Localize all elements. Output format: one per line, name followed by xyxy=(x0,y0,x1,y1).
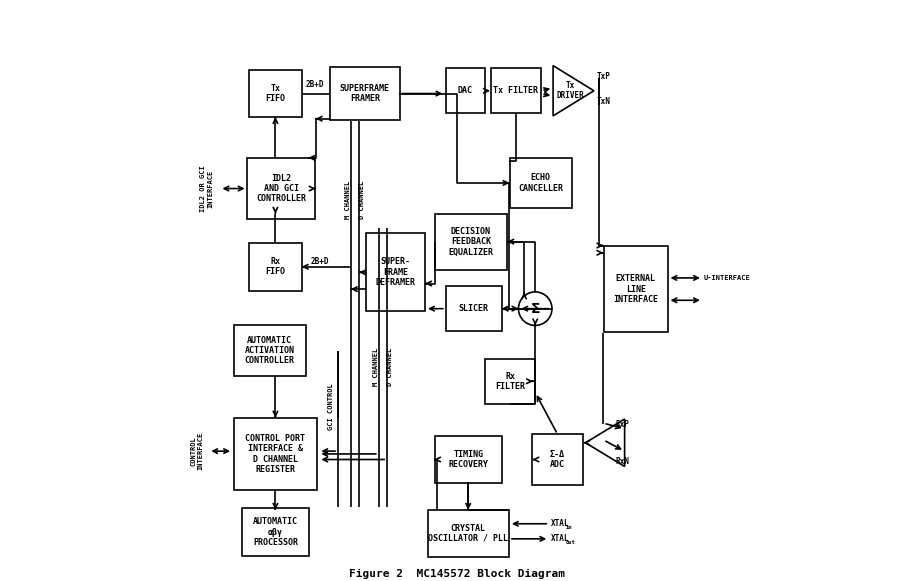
Text: Σ: Σ xyxy=(530,302,540,315)
Circle shape xyxy=(518,292,552,325)
FancyBboxPatch shape xyxy=(249,70,302,117)
Text: D CHANNEL: D CHANNEL xyxy=(387,348,393,386)
Text: IDL2
AND GCI
CONTROLLER: IDL2 AND GCI CONTROLLER xyxy=(256,174,306,203)
Text: SUPER-
FRAME
DEFRAMER: SUPER- FRAME DEFRAMER xyxy=(376,257,416,287)
Text: RxN: RxN xyxy=(615,457,629,466)
Text: TxP: TxP xyxy=(597,72,611,81)
Text: IDL2 OR GCI
INTERFACE: IDL2 OR GCI INTERFACE xyxy=(200,165,213,212)
Text: Figure 2  MC145572 Block Diagram: Figure 2 MC145572 Block Diagram xyxy=(349,569,565,579)
FancyBboxPatch shape xyxy=(248,158,314,219)
Text: out: out xyxy=(566,540,576,545)
Text: 2B+D: 2B+D xyxy=(311,257,329,266)
Text: AUTOMATIC
αβγ
PROCESSOR: AUTOMATIC αβγ PROCESSOR xyxy=(253,517,298,547)
FancyBboxPatch shape xyxy=(485,359,536,404)
Text: TxN: TxN xyxy=(597,98,611,106)
FancyBboxPatch shape xyxy=(435,436,502,483)
FancyBboxPatch shape xyxy=(510,158,571,208)
FancyBboxPatch shape xyxy=(603,246,668,332)
Text: Tx FILTER: Tx FILTER xyxy=(494,86,538,95)
Text: CRYSTAL
OSCILLATOR / PLL: CRYSTAL OSCILLATOR / PLL xyxy=(428,523,508,543)
Text: M CHANNEL: M CHANNEL xyxy=(373,348,379,386)
Text: M CHANNEL: M CHANNEL xyxy=(345,181,351,219)
FancyBboxPatch shape xyxy=(446,286,502,331)
FancyBboxPatch shape xyxy=(249,243,302,290)
Text: Tx
DRIVER: Tx DRIVER xyxy=(557,81,585,101)
FancyBboxPatch shape xyxy=(533,435,583,485)
Text: SUPERFRAME
FRAMER: SUPERFRAME FRAMER xyxy=(340,84,389,103)
Text: XTAL: XTAL xyxy=(551,535,569,543)
Text: DECISION
FEEDBACK
EQUALIZER: DECISION FEEDBACK EQUALIZER xyxy=(449,227,494,257)
Text: U-INTERFACE: U-INTERFACE xyxy=(704,275,750,281)
Text: Σ-Δ
ADC: Σ-Δ ADC xyxy=(550,450,565,469)
Text: XTAL: XTAL xyxy=(551,519,569,528)
Text: ECHO
CANCELLER: ECHO CANCELLER xyxy=(518,173,563,193)
Text: CONTROL
INTERFACE: CONTROL INTERFACE xyxy=(191,432,204,470)
Text: in: in xyxy=(566,525,572,530)
Text: AUTOMATIC
ACTIVATION
CONTROLLER: AUTOMATIC ACTIVATION CONTROLLER xyxy=(245,336,295,365)
Text: CONTROL PORT
INTERFACE &
D CHANNEL
REGISTER: CONTROL PORT INTERFACE & D CHANNEL REGIS… xyxy=(246,434,305,474)
FancyBboxPatch shape xyxy=(435,214,507,270)
FancyBboxPatch shape xyxy=(428,510,509,557)
FancyBboxPatch shape xyxy=(233,418,317,490)
Text: Tx
FIFO: Tx FIFO xyxy=(265,84,285,103)
Text: Rx
FILTER: Rx FILTER xyxy=(495,372,525,391)
FancyBboxPatch shape xyxy=(233,325,306,376)
Polygon shape xyxy=(586,419,624,467)
Text: 2B+D: 2B+D xyxy=(305,80,324,89)
Text: GCI CONTROL: GCI CONTROL xyxy=(328,383,335,430)
FancyBboxPatch shape xyxy=(491,69,541,113)
Polygon shape xyxy=(553,66,594,116)
Text: RxP: RxP xyxy=(615,420,629,429)
FancyBboxPatch shape xyxy=(446,69,485,113)
Text: DAC: DAC xyxy=(458,86,473,95)
Text: D CHANNEL: D CHANNEL xyxy=(359,181,365,219)
FancyBboxPatch shape xyxy=(367,233,425,311)
FancyBboxPatch shape xyxy=(330,67,399,120)
Text: SLICER: SLICER xyxy=(459,304,489,313)
Text: EXTERNAL
LINE
INTERFACE: EXTERNAL LINE INTERFACE xyxy=(613,274,658,304)
Text: TIMING
RECOVERY: TIMING RECOVERY xyxy=(448,450,488,469)
FancyBboxPatch shape xyxy=(242,508,309,556)
Text: Rx
FIFO: Rx FIFO xyxy=(265,257,285,277)
